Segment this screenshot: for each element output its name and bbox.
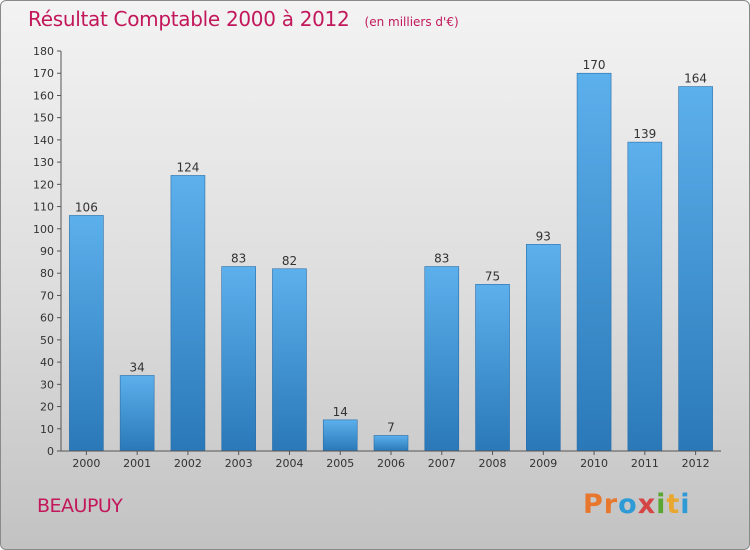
- x-tick-label-2006: 2006: [377, 457, 405, 470]
- brand-letter: x: [637, 489, 657, 520]
- bar-2004: [272, 268, 307, 452]
- y-tick-label: 130: [33, 156, 54, 169]
- bar-2012: [678, 86, 713, 452]
- value-label-2011: 139: [633, 127, 656, 141]
- brand-letter: r: [603, 489, 619, 520]
- bar-2008: [475, 284, 510, 452]
- x-tick-label-2011: 2011: [631, 457, 659, 470]
- y-tick-label: 0: [47, 445, 54, 458]
- bar-2011: [627, 141, 663, 452]
- x-tick-label-2009: 2009: [529, 457, 557, 470]
- y-tick-label: 20: [40, 401, 54, 414]
- value-label-2004: 82: [282, 254, 297, 268]
- value-label-2007: 83: [434, 252, 449, 266]
- y-tick-label: 10: [40, 423, 54, 436]
- x-tick-label-2002: 2002: [174, 457, 202, 470]
- value-label-2008: 75: [485, 269, 500, 283]
- value-label-2006: 7: [387, 420, 395, 434]
- proxiti-logo: Proxiti: [583, 489, 691, 520]
- y-tick-label: 30: [40, 378, 54, 391]
- x-tick-label-2001: 2001: [123, 457, 151, 470]
- value-label-2012: 164: [684, 72, 707, 86]
- x-tick-label-2010: 2010: [580, 457, 608, 470]
- y-tick-label: 180: [33, 45, 54, 58]
- value-label-2000: 106: [75, 200, 98, 214]
- chart-subtitle: (en milliers d'€): [364, 15, 459, 29]
- x-tick-label-2004: 2004: [275, 457, 303, 470]
- bar-2002: [170, 175, 206, 452]
- x-tick-label-2012: 2012: [682, 457, 710, 470]
- y-tick-label: 60: [40, 312, 54, 325]
- bar-2009: [526, 244, 561, 452]
- y-tick-label: 160: [33, 89, 54, 102]
- brand-letter: i: [656, 489, 667, 520]
- bar-2001: [119, 375, 155, 452]
- y-tick-label: 80: [40, 267, 54, 280]
- chart-title: Résultat Comptable 2000 à 2012: [28, 7, 350, 31]
- y-tick-label: 50: [40, 334, 54, 347]
- value-label-2010: 170: [583, 58, 606, 72]
- y-tick-label: 140: [33, 134, 54, 147]
- value-label-2002: 124: [176, 160, 199, 174]
- title-row: Résultat Comptable 2000 à 2012 (en milli…: [28, 7, 459, 31]
- value-label-2001: 34: [130, 360, 145, 374]
- x-tick-label-2000: 2000: [72, 457, 100, 470]
- value-label-2009: 93: [536, 229, 551, 243]
- bar-2007: [424, 266, 460, 452]
- x-tick-label-2007: 2007: [428, 457, 456, 470]
- brand-letter: o: [618, 489, 638, 520]
- y-tick-label: 90: [40, 245, 54, 258]
- y-tick-label: 70: [40, 289, 54, 302]
- bar-2006: [373, 435, 409, 452]
- x-tick-label-2008: 2008: [479, 457, 507, 470]
- commune-name: BEAUPUY: [37, 495, 123, 517]
- x-tick-label-2003: 2003: [225, 457, 253, 470]
- bar-2010: [576, 72, 612, 452]
- y-tick-label: 120: [33, 178, 54, 191]
- y-tick-label: 40: [40, 356, 54, 369]
- y-tick-label: 150: [33, 112, 54, 125]
- x-tick-label-2005: 2005: [326, 457, 354, 470]
- bar-2005: [322, 419, 358, 452]
- y-tick-label: 100: [33, 223, 54, 236]
- y-tick-label: 110: [33, 201, 54, 214]
- brand-letter: t: [666, 489, 681, 520]
- value-label-2003: 83: [231, 252, 246, 266]
- bar-2003: [221, 266, 256, 452]
- brand-letter: P: [583, 489, 604, 520]
- brand-letter: i: [680, 489, 691, 520]
- bar-2000: [69, 215, 104, 452]
- value-label-2005: 14: [333, 405, 348, 419]
- y-tick-label: 170: [33, 67, 54, 80]
